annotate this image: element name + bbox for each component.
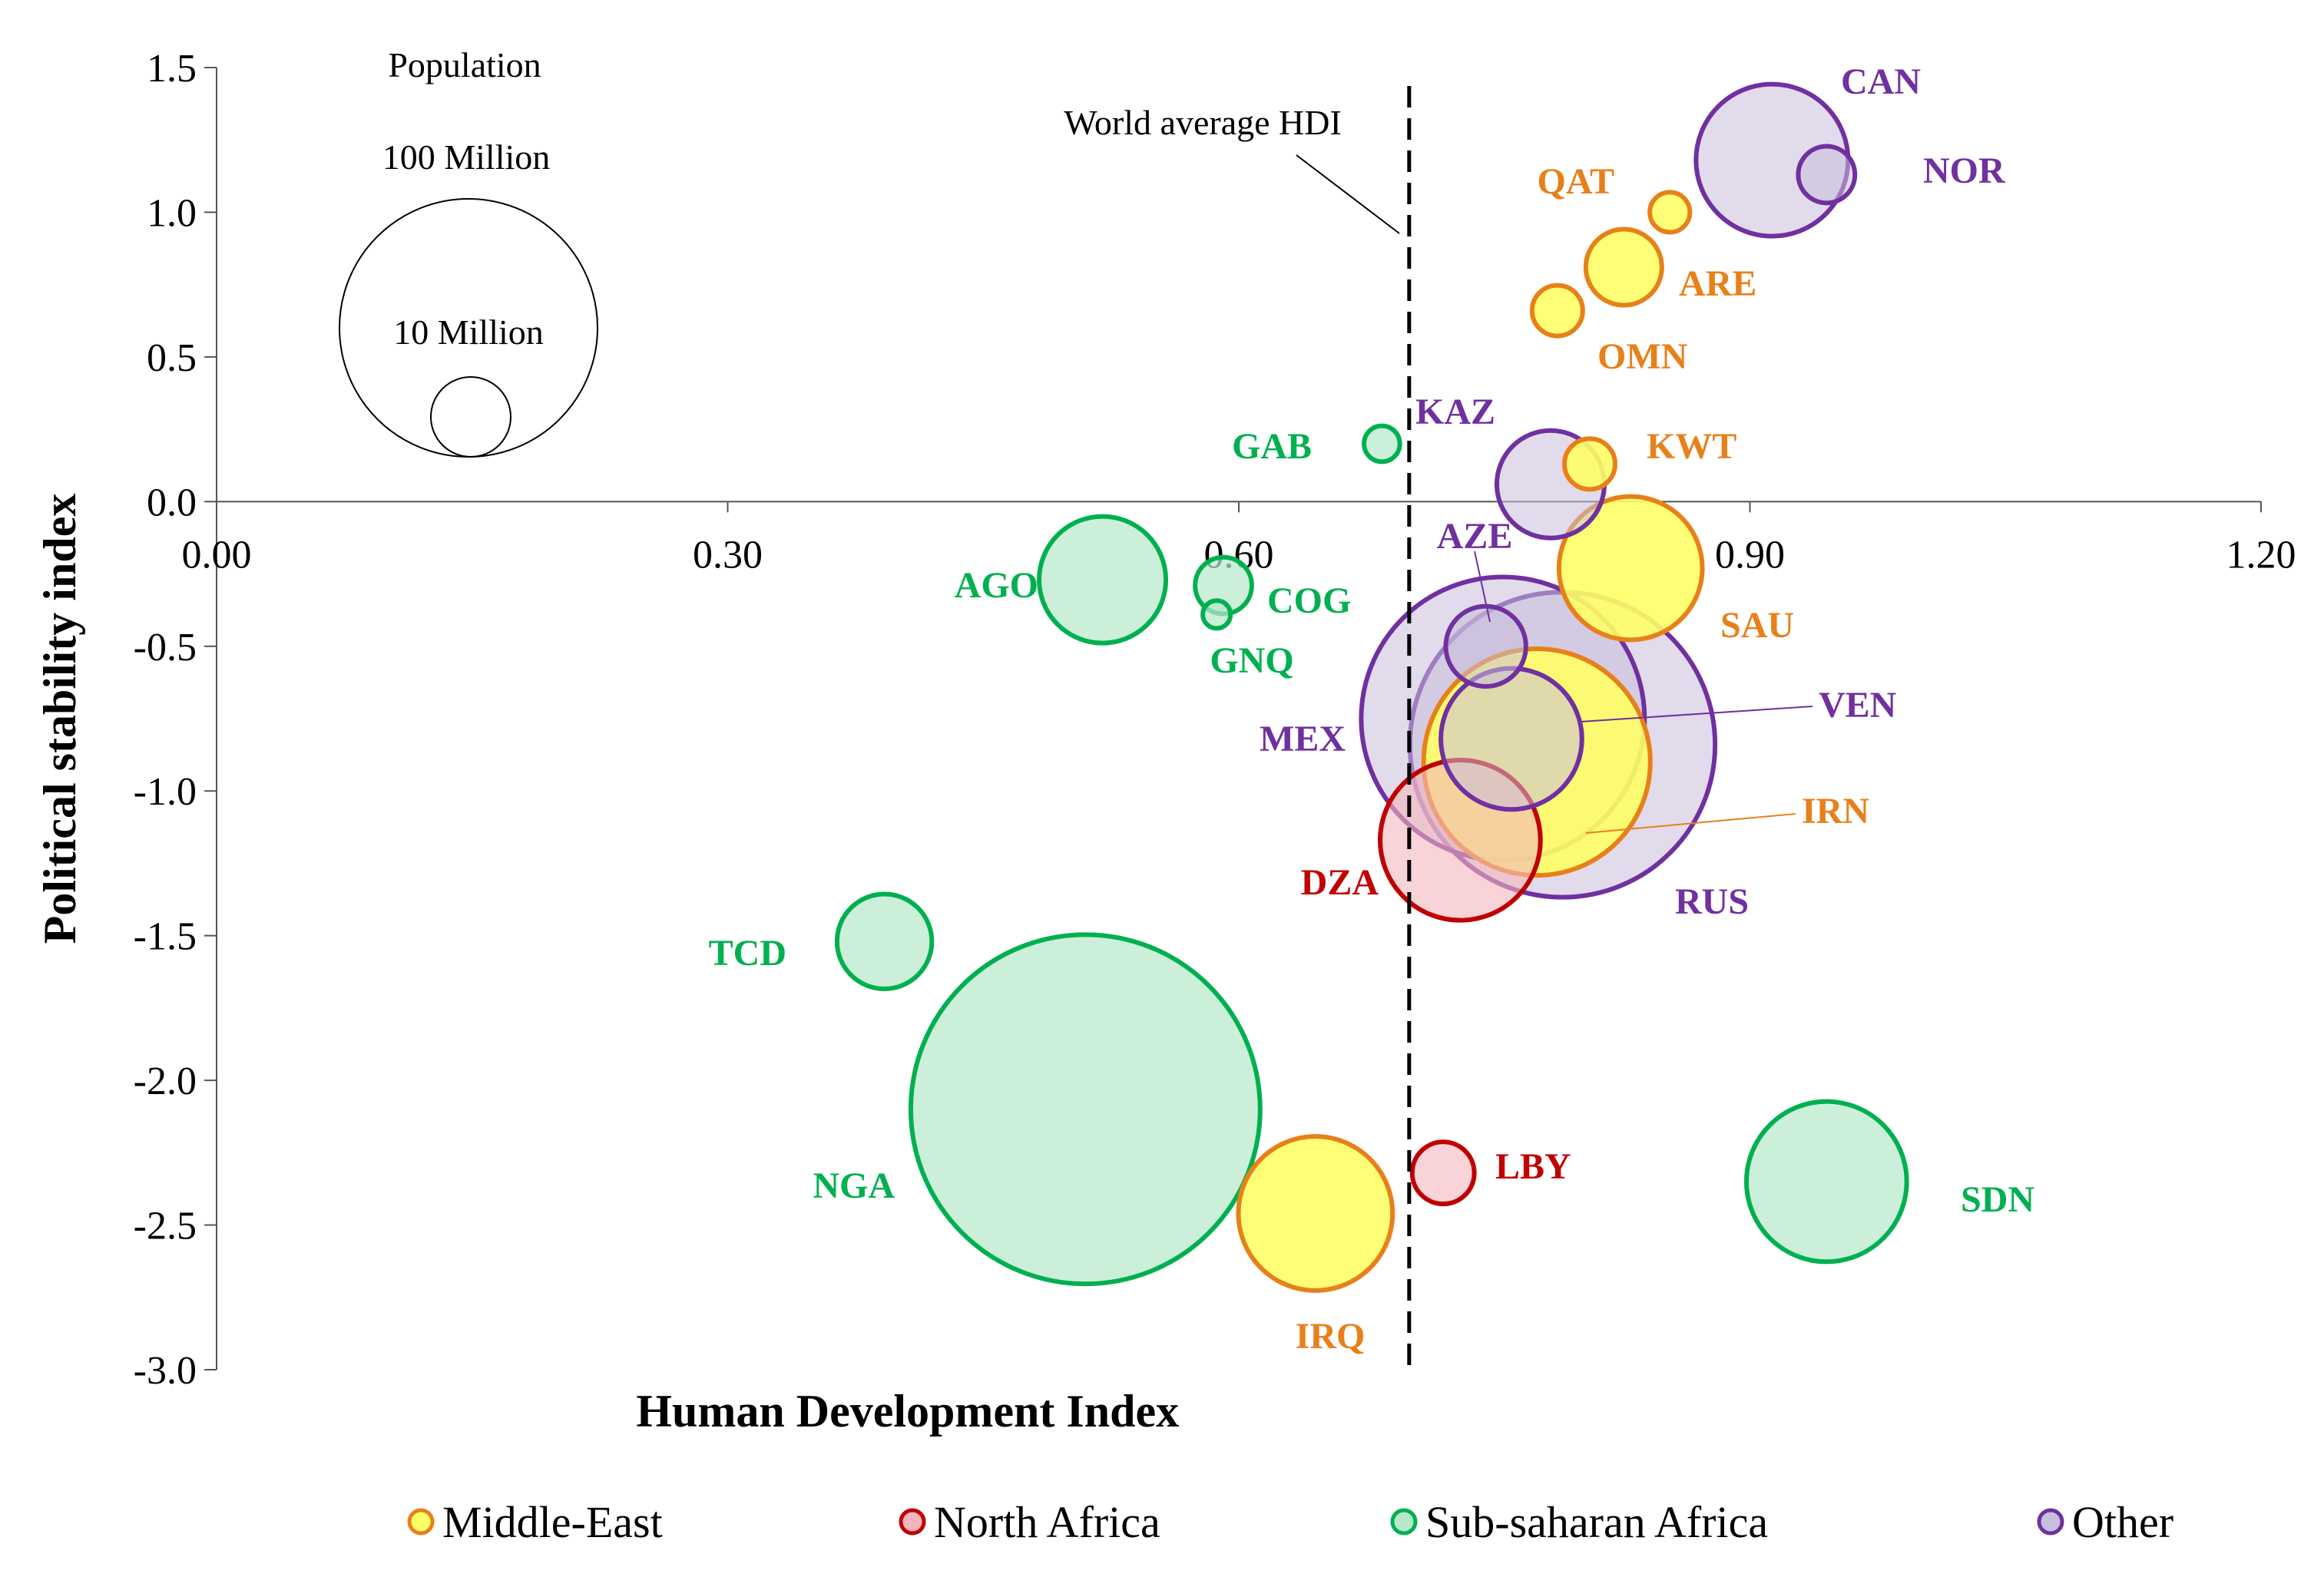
bubble-are: [1583, 226, 1664, 308]
country-label-can: CAN: [1841, 61, 1921, 102]
size-legend-circle-small: [430, 376, 511, 458]
country-label-cog: COG: [1267, 580, 1351, 621]
country-label-nor: NOR: [1923, 150, 2006, 191]
y-tick-label: -2.5: [134, 1205, 197, 1248]
legend-marker-other: [2037, 1508, 2064, 1536]
world-average-hdi-pointer: [1296, 154, 1400, 234]
country-label-rus: RUS: [1675, 881, 1749, 922]
country-label-qat: QAT: [1538, 161, 1614, 202]
country-label-ven: VEN: [1819, 685, 1897, 726]
y-tick-label: 1.0: [147, 191, 197, 235]
country-label-mex: MEX: [1260, 719, 1346, 759]
bubble-nor: [1796, 144, 1858, 206]
country-label-kaz: KAZ: [1415, 392, 1495, 432]
country-label-irq: IRQ: [1296, 1316, 1366, 1357]
bubble-ago: [1037, 514, 1169, 646]
country-label-sau: SAU: [1720, 605, 1794, 646]
country-label-kwt: KWT: [1647, 426, 1736, 467]
country-label-ago: AGO: [955, 565, 1038, 606]
x-tick-label: 0.90: [1715, 533, 1785, 577]
y-tick-label: -2.0: [134, 1060, 197, 1103]
size-legend: Population 100 Million 10 Million: [339, 45, 598, 458]
legend-label-other: Other: [2072, 1497, 2173, 1547]
y-tick-label: -3.0: [134, 1349, 197, 1393]
country-label-gnq: GNQ: [1210, 640, 1293, 681]
bubble-nga: [908, 932, 1263, 1287]
size-legend-label-small: 10 Million: [393, 312, 544, 352]
bubble-tcd: [834, 891, 935, 991]
country-label-are: ARE: [1679, 263, 1756, 304]
bubble-gab: [1362, 423, 1402, 465]
country-label-nga: NGA: [813, 1165, 895, 1206]
bubble-lby: [1409, 1139, 1477, 1207]
bubble-kwt: [1561, 436, 1617, 492]
leader-line-aze: [1474, 550, 1491, 623]
bubble-irq: [1236, 1134, 1395, 1293]
y-tick-label: -1.0: [134, 770, 197, 814]
x-tick-label: 1.20: [2226, 533, 2296, 577]
y-tick-label: 1.5: [147, 47, 197, 91]
legend-marker-sub-saharan-africa: [1390, 1508, 1418, 1536]
y-tick-label: -1.5: [134, 915, 197, 959]
country-label-omn: OMN: [1597, 336, 1688, 377]
legend-marker-middle-east: [407, 1508, 435, 1536]
legend-marker-north-africa: [899, 1508, 926, 1536]
country-label-gab: GAB: [1232, 426, 1312, 467]
bubble-sau: [1556, 494, 1705, 643]
leader-line-ven: [1580, 706, 1813, 722]
x-axis-title: Human Development Index: [636, 1386, 1179, 1436]
y-axis-title: Political stability index: [35, 494, 85, 944]
world-average-hdi-label: World average HDI: [1064, 103, 1342, 142]
legend-label-north-africa: North Africa: [934, 1497, 1160, 1547]
y-tick-label: -0.5: [134, 626, 197, 669]
bubble-ven: [1438, 666, 1584, 812]
x-tick-label: 0.00: [182, 533, 252, 577]
size-legend-label-large: 100 Million: [382, 137, 551, 177]
x-tick-label: 0.30: [693, 533, 763, 577]
size-legend-title: Population: [388, 45, 541, 84]
bubble-qat: [1647, 190, 1693, 235]
bubble-omn: [1529, 283, 1585, 339]
country-label-irn: IRN: [1802, 791, 1869, 831]
y-tick-label: 0.0: [147, 481, 197, 524]
bubble-aze: [1443, 603, 1528, 689]
country-label-sdn: SDN: [1961, 1179, 2034, 1220]
country-label-dza: DZA: [1301, 862, 1379, 903]
legend-label-middle-east: Middle-East: [442, 1497, 663, 1547]
country-label-aze: AZE: [1437, 516, 1513, 557]
country-label-lby: LBY: [1495, 1146, 1571, 1187]
bubble-gnq: [1200, 598, 1233, 631]
country-label-tcd: TCD: [709, 933, 786, 974]
y-tick-label: 0.5: [147, 336, 197, 380]
legend-label-sub-saharan-africa: Sub-saharan Africa: [1425, 1497, 1768, 1547]
leader-line-irn: [1585, 813, 1796, 834]
bubble-sdn: [1743, 1099, 1909, 1265]
